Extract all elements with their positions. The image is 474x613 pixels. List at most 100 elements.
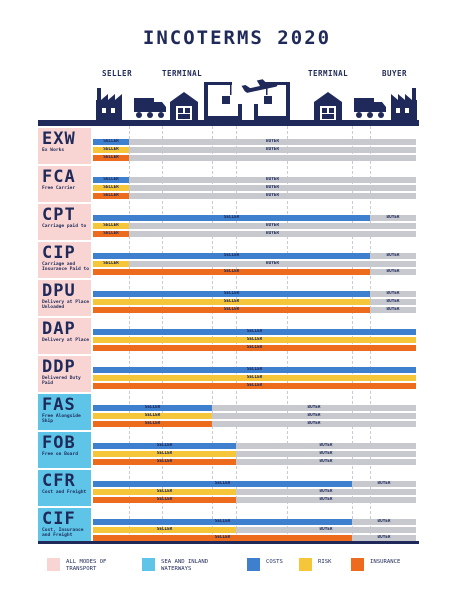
- truck-icon: [134, 98, 166, 118]
- port-crane-icon: [204, 82, 242, 120]
- term-code: CIF: [42, 509, 76, 529]
- costs-seller-bar: SELLER: [93, 519, 352, 525]
- column-label-terminal-destination: TERMINAL: [308, 69, 349, 78]
- term-description: Carriage paid to: [42, 224, 87, 229]
- term-label-ddp: DDP Delivered Duty Paid: [38, 356, 91, 392]
- transport-ground-line: [38, 120, 419, 126]
- sea-inland-swatch: [142, 558, 155, 571]
- insurance-seller-bar: SELLER: [93, 269, 370, 275]
- term-code: EXW: [42, 129, 76, 149]
- risk-seller-bar: SELLER: [93, 375, 416, 381]
- insurance-seller-bar: SELLER: [93, 231, 129, 237]
- costs-seller-bar: SELLER: [93, 139, 129, 145]
- grid-line: [162, 126, 163, 544]
- warehouse-icon: [170, 92, 198, 120]
- column-label-seller: SELLER: [102, 69, 133, 78]
- buyer-factory-icon: [391, 88, 417, 120]
- risk-buyer-bar: BUYER: [129, 147, 416, 153]
- costs-buyer-bar: BUYER: [370, 253, 416, 259]
- costs-buyer-bar: BUYER: [352, 481, 416, 487]
- term-label-fca: FCA Free Carrier: [38, 166, 91, 202]
- costs-seller-bar: SELLER: [93, 481, 352, 487]
- insurance-buyer-bar: BUYER: [212, 421, 416, 427]
- risk-buyer-bar: BUYER: [370, 299, 416, 305]
- insurance-buyer-bar: [129, 155, 416, 161]
- buyer-warehouse-icon: [314, 92, 342, 120]
- risk-seller-bar: SELLER: [93, 261, 129, 267]
- insurance-buyer-bar: BUYER: [370, 269, 416, 275]
- risk-seller-bar: SELLER: [93, 299, 370, 305]
- insurance-seller-bar: SELLER: [93, 345, 416, 351]
- term-code: FAS: [42, 395, 76, 415]
- term-code: FCA: [42, 167, 76, 187]
- costs-seller-bar: SELLER: [93, 177, 129, 183]
- term-description: Delivered Duty Paid: [42, 376, 81, 387]
- buyer-truck-icon: [354, 98, 386, 118]
- costs-buyer-bar: BUYER: [352, 519, 416, 525]
- costs-seller-bar: SELLER: [93, 367, 416, 373]
- risk-buyer-bar: BUYER: [129, 223, 416, 229]
- term-description: Ex Works: [42, 148, 65, 153]
- column-label-terminal-origin: TERMINAL: [162, 69, 203, 78]
- term-description: Free Carrier: [42, 186, 76, 191]
- term-code: DPU: [42, 281, 76, 301]
- insurance-seller-bar: SELLER: [93, 193, 129, 199]
- airplane-icon: [241, 79, 280, 93]
- risk-buyer-bar: BUYER: [236, 527, 416, 533]
- insurance-buyer-bar: BUYER: [236, 459, 416, 465]
- insurance-buyer-bar: BUYER: [129, 231, 416, 237]
- risk-buyer-bar: BUYER: [212, 413, 416, 419]
- costs-seller-bar: SELLER: [93, 253, 370, 259]
- legend-label: COSTS: [266, 559, 283, 565]
- costs-buyer-bar: BUYER: [212, 405, 416, 411]
- term-code: CFR: [42, 471, 76, 491]
- risk-buyer-bar: BUYER: [236, 451, 416, 457]
- legend-label: RISK: [318, 559, 332, 565]
- costs-buyer-bar: BUYER: [129, 177, 416, 183]
- legend-label: SEA AND INLAND WATERWAYS: [161, 559, 209, 572]
- term-label-dap: DAP Delivery at Place: [38, 318, 91, 354]
- costs-swatch: [247, 558, 260, 571]
- term-label-cip: CIP Carriage and Insurance Paid to: [38, 242, 91, 278]
- risk-seller-bar: SELLER: [93, 223, 129, 229]
- risk-buyer-bar: BUYER: [129, 261, 416, 267]
- all-modes-swatch: [47, 558, 60, 571]
- term-code: CPT: [42, 205, 76, 225]
- column-label-buyer: BUYER: [382, 69, 408, 78]
- costs-seller-bar: SELLER: [93, 291, 370, 297]
- page-title: INCOTERMS 2020: [142, 27, 332, 49]
- costs-buyer-bar: BUYER: [129, 139, 416, 145]
- term-label-cfr: CFR Cost and Freight: [38, 470, 91, 506]
- insurance-buyer-bar: BUYER: [236, 497, 416, 503]
- term-label-cpt: CPT Carriage paid to: [38, 204, 91, 240]
- insurance-seller-bar: SELLER: [93, 307, 370, 313]
- grid-line: [370, 126, 371, 544]
- transport-chain-illustration: [96, 79, 417, 120]
- insurance-seller-bar: SELLER: [93, 497, 236, 503]
- costs-seller-bar: SELLER: [93, 215, 370, 221]
- insurance-seller-bar: SELLER: [93, 421, 212, 427]
- term-code: CIP: [42, 243, 76, 263]
- grid-bottom-line: [38, 541, 419, 544]
- risk-buyer-bar: BUYER: [236, 489, 416, 495]
- costs-seller-bar: SELLER: [93, 405, 212, 411]
- insurance-buyer-bar: BUYER: [129, 193, 416, 199]
- risk-seller-bar: SELLER: [93, 489, 236, 495]
- term-description: Delivery at Place Unloaded: [42, 300, 90, 311]
- term-description: Free Alongside Ship: [42, 414, 81, 425]
- term-code: DAP: [42, 319, 76, 339]
- insurance-swatch: [351, 558, 364, 571]
- risk-seller-bar: SELLER: [93, 337, 416, 343]
- factory-icon: [96, 88, 122, 120]
- costs-buyer-bar: BUYER: [370, 215, 416, 221]
- costs-buyer-bar: BUYER: [370, 291, 416, 297]
- term-label-exw: EXW Ex Works: [38, 128, 91, 164]
- risk-seller-bar: SELLER: [93, 451, 236, 457]
- term-description: Carriage and Insurance Paid to: [42, 262, 90, 273]
- grid-line: [129, 126, 130, 544]
- destination-port-crane-icon: [254, 82, 290, 120]
- costs-seller-bar: SELLER: [93, 443, 236, 449]
- term-code: FOB: [42, 433, 76, 453]
- costs-buyer-bar: BUYER: [236, 443, 416, 449]
- term-code: DDP: [42, 357, 76, 377]
